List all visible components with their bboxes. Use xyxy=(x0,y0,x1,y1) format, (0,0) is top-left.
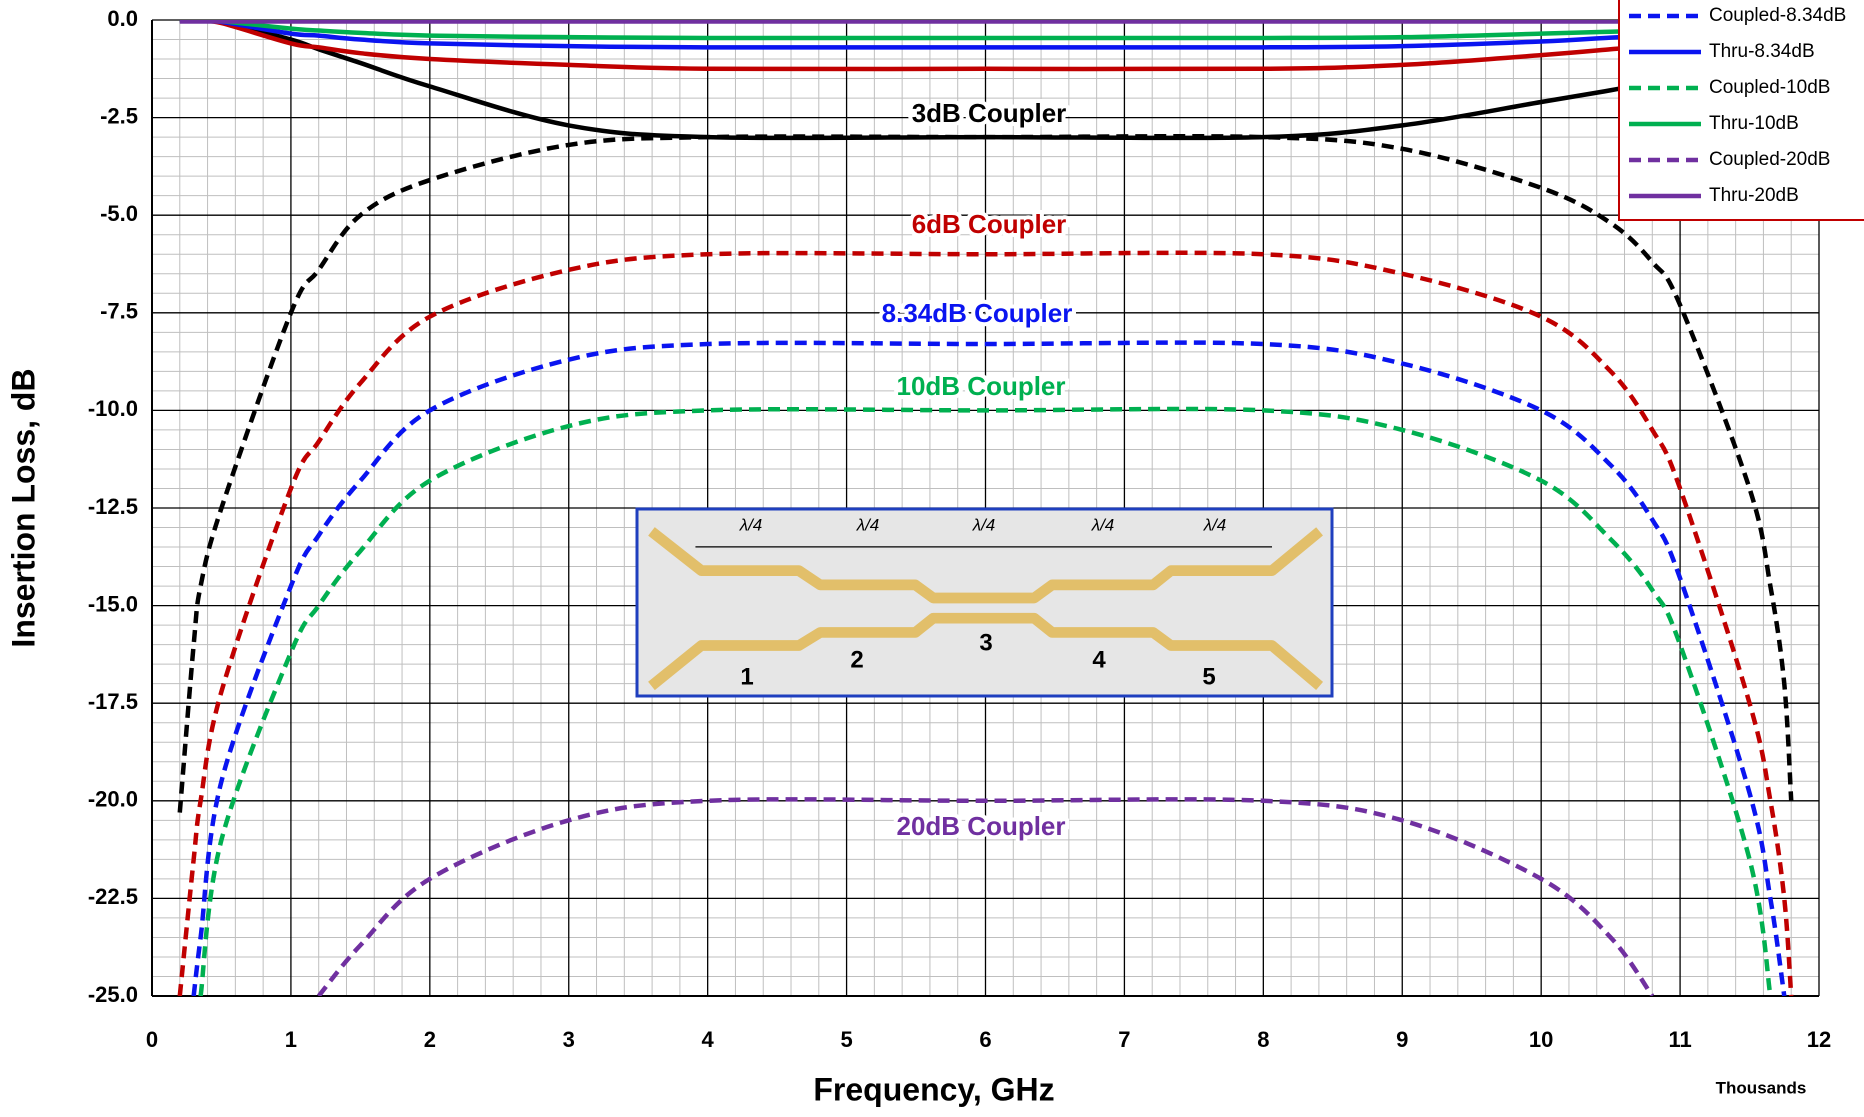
x-tick-label: 3 xyxy=(563,1027,575,1052)
section-label: 5 xyxy=(1202,663,1215,690)
legend: Coupled-8.34dB Thru-8.34dB Coupled-10dB Thr… xyxy=(1618,0,1864,221)
x-tick-label: 0 xyxy=(146,1027,158,1052)
trace xyxy=(648,612,1324,691)
x-tick-label: 4 xyxy=(702,1027,715,1052)
section-label: 2 xyxy=(850,646,863,673)
inset-labels: λ/4 λ/4 λ/4 λ/4 λ/4 1 2 3 4 5 xyxy=(739,515,1227,690)
annotation: 20dB Coupler xyxy=(896,811,1065,841)
series-line xyxy=(316,797,1655,996)
legend-label: Thru-8.34dB xyxy=(1709,41,1815,62)
legend-label: Coupled-10dB xyxy=(1709,77,1830,98)
y-tick-label: -5.0 xyxy=(100,201,138,226)
annotation: 8.34dB Coupler xyxy=(882,298,1073,328)
spacing-label: λ/4 xyxy=(972,515,996,534)
trace xyxy=(648,527,1323,604)
x-tick-label: 7 xyxy=(1118,1027,1130,1052)
series-line xyxy=(177,250,1794,996)
y-tick-label: -15.0 xyxy=(88,591,138,616)
y-tick-label: -12.5 xyxy=(88,494,138,519)
section-label: 1 xyxy=(740,663,753,690)
annotation: 10dB Coupler xyxy=(896,371,1065,401)
spacing-label: λ/4 xyxy=(856,515,880,534)
annotation: 6dB Coupler xyxy=(912,209,1067,239)
x-tick-label: 9 xyxy=(1396,1027,1408,1052)
legend-label: Coupled-20dB xyxy=(1709,149,1830,170)
x-tick-label: 12 xyxy=(1807,1027,1831,1052)
coupler-traces xyxy=(648,527,1324,691)
legend-label: Thru-20dB xyxy=(1709,185,1799,206)
y-tick-label: -22.5 xyxy=(88,884,138,909)
y-axis-title: Insertion Loss, dB xyxy=(5,368,41,647)
x-axis-title: Frequency, GHz xyxy=(813,1071,1054,1107)
y-tick-label: -17.5 xyxy=(88,689,138,714)
y-tick-label: -7.5 xyxy=(100,299,138,324)
x-tick-label: 11 xyxy=(1668,1027,1691,1052)
y-tick-label: -2.5 xyxy=(100,103,138,128)
x-tick-label: 2 xyxy=(424,1027,436,1052)
inset xyxy=(635,507,1334,698)
section-label: 4 xyxy=(1092,646,1106,673)
spacing-label: λ/4 xyxy=(1091,515,1115,534)
y-tick-label: -25.0 xyxy=(88,982,138,1007)
series-line xyxy=(191,340,1787,996)
annotation: 3dB Coupler xyxy=(912,98,1067,128)
y-tick-label: 0.0 xyxy=(107,6,138,31)
spacing-label: λ/4 xyxy=(739,515,763,534)
x-tick-label: 10 xyxy=(1529,1027,1553,1052)
x-tick-label: 5 xyxy=(840,1027,852,1052)
section-label: 3 xyxy=(979,629,992,656)
x-tick-label: 6 xyxy=(979,1027,991,1052)
legend-frame xyxy=(1618,0,1864,221)
legend-label: Thru-10dB xyxy=(1709,113,1799,134)
series-line xyxy=(198,406,1773,996)
y-tick-label: -20.0 xyxy=(88,787,138,812)
y-tick-label: -10.0 xyxy=(88,396,138,421)
legend-label: Coupled-8.34dB xyxy=(1709,5,1846,26)
spacing-label: λ/4 xyxy=(1203,515,1227,534)
x-multiplier: Thousands xyxy=(1716,1078,1807,1097)
x-tick-label: 8 xyxy=(1257,1027,1269,1052)
x-tick-label: 1 xyxy=(285,1027,297,1052)
